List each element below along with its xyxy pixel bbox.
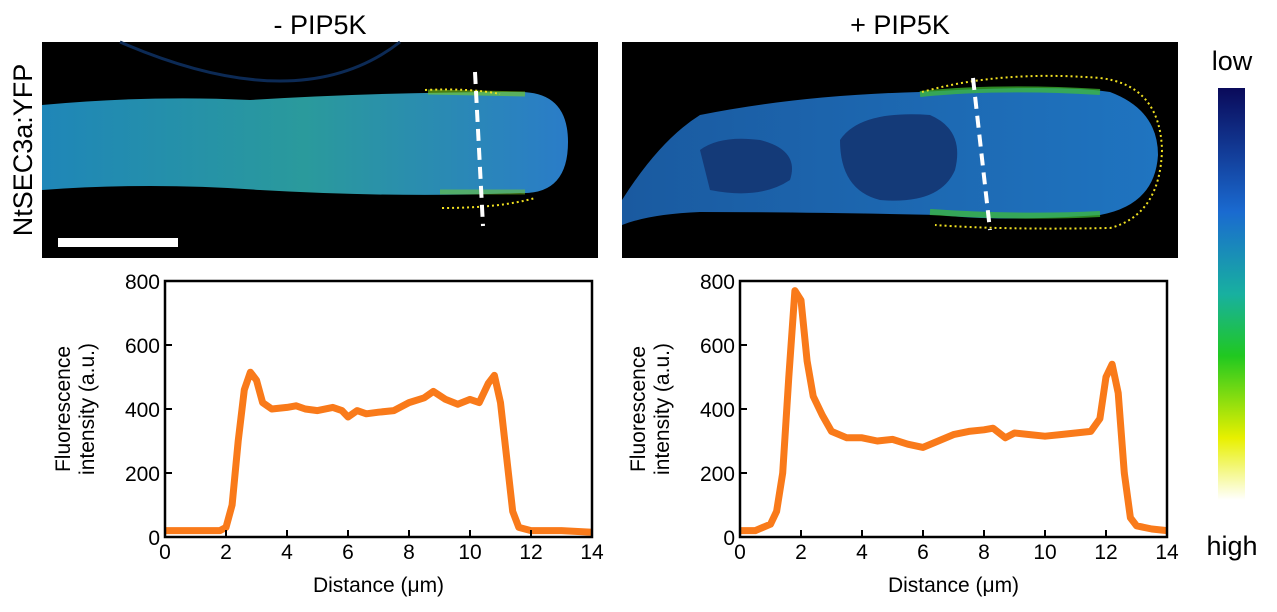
panel-title: - PIP5K (273, 10, 366, 40)
panel-title: + PIP5K (850, 10, 950, 40)
side-label: NtSEC3a:YFP (8, 64, 38, 237)
x-tick-label: 2 (795, 541, 807, 564)
data-line (165, 368, 593, 536)
y-axis-label: Fluorescence (52, 346, 75, 472)
y-tick-label: 600 (125, 335, 160, 358)
data-line (740, 287, 1168, 535)
x-axis-label: Distance (μm) (313, 574, 444, 597)
x-tick-label: 10 (1033, 541, 1056, 564)
x-tick-label: 4 (856, 541, 868, 564)
y-axis-label: Fluorescence (627, 346, 650, 472)
x-tick-label: 4 (281, 541, 293, 564)
x-tick-label: 0 (734, 541, 746, 564)
micrograph-left (42, 40, 598, 258)
colorbar-label: high (1206, 531, 1257, 561)
x-tick-label: 12 (519, 541, 542, 564)
x-tick-label: 12 (1094, 541, 1117, 564)
y-tick-label: 800 (700, 271, 735, 294)
x-tick-label: 2 (220, 541, 232, 564)
x-tick-label: 8 (978, 541, 990, 564)
x-tick-label: 6 (342, 541, 354, 564)
x-tick-label: 14 (1155, 541, 1179, 564)
micrograph-right (622, 42, 1178, 258)
y-tick-label: 0 (723, 527, 735, 550)
x-tick-label: 8 (403, 541, 415, 564)
y-tick-label: 800 (125, 271, 160, 294)
colorbar-label: low (1212, 46, 1253, 76)
y-tick-label: 400 (700, 399, 735, 422)
x-axis-label: Distance (μm) (888, 574, 1019, 597)
y-axis-label: intensity (a.u.) (76, 343, 99, 475)
y-tick-label: 0 (148, 527, 160, 550)
x-tick-label: 0 (159, 541, 171, 564)
y-tick-label: 600 (700, 335, 735, 358)
y-tick-label: 200 (700, 463, 735, 486)
x-tick-label: 6 (917, 541, 929, 564)
x-tick-label: 14 (580, 541, 604, 564)
y-tick-label: 200 (125, 463, 160, 486)
colorbar (1218, 88, 1245, 500)
y-tick-label: 400 (125, 399, 160, 422)
x-tick-label: 10 (458, 541, 481, 564)
y-axis-label: intensity (a.u.) (651, 343, 674, 475)
